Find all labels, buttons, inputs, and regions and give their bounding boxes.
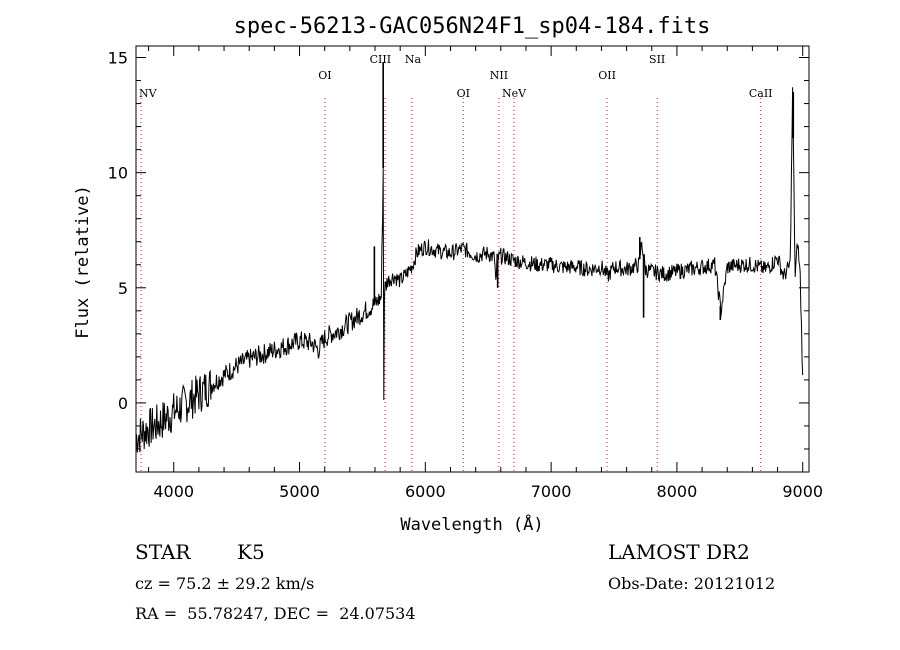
chart-title: spec-56213-GAC056N24F1_sp04-184.fits: [234, 14, 711, 39]
emission-line-markers: NV OI CIII Na OI NII NeV OII SII CaII: [139, 53, 773, 472]
x-tick-label: 6000: [405, 482, 446, 501]
y-axis-label: Flux (relative): [73, 185, 93, 339]
observation-date: Obs-Date: 20121012: [608, 574, 776, 593]
emission-line-label: NeV: [502, 87, 527, 100]
emission-line-label: CaII: [749, 87, 773, 100]
spectrum-series: [135, 62, 804, 453]
x-axis: 4000 5000 6000 7000 8000 9000: [148, 46, 823, 501]
object-class: STAR: [135, 540, 191, 564]
y-tick-label: 5: [118, 279, 128, 298]
emission-line-label: SII: [649, 53, 665, 66]
coordinates: RA = 55.78247, DEC = 24.07534: [135, 604, 416, 623]
x-tick-label: 5000: [279, 482, 320, 501]
emission-line-label: OI: [318, 69, 331, 82]
x-tick-label: 9000: [782, 482, 823, 501]
redshift-velocity: cz = 75.2 ± 29.2 km/s: [135, 574, 315, 593]
y-tick-label: 15: [108, 49, 128, 68]
emission-line-label: NII: [490, 69, 508, 82]
object-subclass: K5: [237, 540, 265, 564]
emission-line-label: NV: [139, 87, 158, 100]
plot-border: [135, 45, 810, 473]
y-tick-label: 0: [118, 394, 128, 413]
emission-line-label: OI: [457, 87, 470, 100]
x-tick-label: 8000: [657, 482, 698, 501]
emission-line-label: OII: [598, 69, 616, 82]
y-axis: 0 5 10 15: [108, 49, 809, 450]
y-tick-label: 10: [108, 164, 128, 183]
x-tick-label: 4000: [153, 482, 194, 501]
x-axis-label: Wavelength (Å): [400, 513, 543, 535]
plot-frame: [135, 45, 810, 473]
emission-line-label: CIII: [370, 53, 391, 66]
emission-line-label: Na: [405, 53, 422, 66]
survey-name: LAMOST DR2: [608, 540, 750, 564]
spectrum-line: [135, 87, 804, 453]
x-tick-label: 7000: [531, 482, 572, 501]
